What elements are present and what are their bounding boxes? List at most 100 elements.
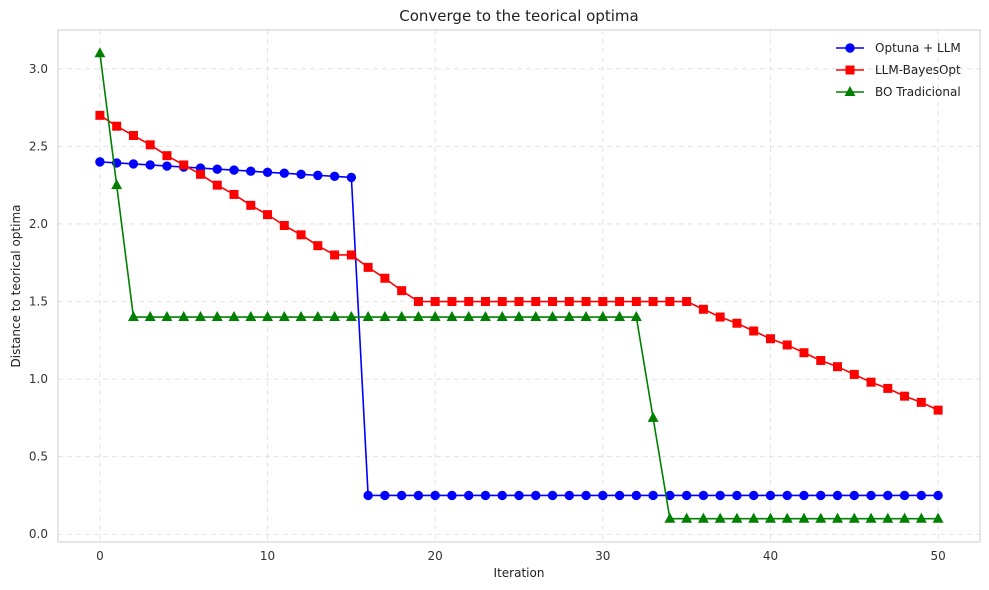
- series-layer: [94, 47, 944, 523]
- data-point: [731, 512, 743, 523]
- data-point: [899, 490, 910, 501]
- data-point: [933, 405, 943, 415]
- y-tick-label: 0.0: [29, 527, 48, 541]
- data-point: [195, 169, 205, 179]
- data-point: [698, 490, 709, 501]
- data-point: [446, 310, 458, 322]
- data-point: [799, 348, 809, 358]
- data-point: [816, 355, 826, 365]
- data-point: [313, 170, 323, 181]
- data-point: [765, 512, 776, 523]
- data-point: [547, 490, 558, 501]
- data-point: [128, 131, 138, 141]
- data-point: [329, 310, 341, 322]
- x-tick-label: 30: [595, 549, 610, 563]
- legend-label: BO Tradicional: [875, 85, 961, 99]
- data-point: [95, 110, 105, 120]
- data-point: [732, 318, 742, 328]
- data-point: [346, 172, 357, 183]
- data-point: [195, 310, 206, 322]
- data-point: [682, 297, 692, 307]
- data-point: [463, 310, 475, 322]
- data-point: [781, 512, 793, 523]
- data-point: [615, 297, 625, 307]
- data-point: [581, 297, 591, 307]
- series-llm-bayesopt: [95, 110, 943, 415]
- data-point: [112, 121, 122, 131]
- data-point: [514, 297, 524, 307]
- data-point: [296, 230, 306, 240]
- data-point: [212, 164, 222, 174]
- data-point: [531, 297, 541, 307]
- plot-frame: [57, 29, 981, 543]
- x-tick-label: 10: [260, 549, 275, 563]
- data-point: [363, 490, 373, 501]
- data-point: [581, 490, 591, 501]
- data-point: [932, 512, 944, 523]
- data-point: [245, 310, 257, 322]
- data-point: [447, 490, 457, 501]
- plot-area: [58, 30, 980, 542]
- data-point: [883, 490, 893, 501]
- data-point: [798, 512, 810, 523]
- data-point: [765, 490, 776, 501]
- data-point: [598, 297, 608, 307]
- data-point: [246, 200, 256, 210]
- data-point: [748, 512, 760, 523]
- data-point: [648, 490, 658, 501]
- data-point: [480, 490, 491, 501]
- data-point: [413, 490, 424, 501]
- data-point: [346, 250, 356, 260]
- data-point: [430, 297, 440, 307]
- data-point: [497, 490, 507, 501]
- data-point: [714, 512, 726, 523]
- data-point: [816, 490, 826, 501]
- data-point: [144, 310, 156, 322]
- data-point: [179, 160, 189, 170]
- data-point: [664, 512, 676, 523]
- data-point: [412, 310, 424, 322]
- data-point: [329, 171, 340, 182]
- data-point: [614, 490, 625, 501]
- x-tick-label: 40: [763, 549, 778, 563]
- data-point: [362, 310, 374, 322]
- legend-marker: [845, 65, 855, 75]
- data-point: [429, 310, 441, 322]
- data-point: [212, 180, 222, 190]
- data-point: [631, 490, 642, 501]
- data-point: [832, 490, 843, 501]
- y-tick-label: 0.5: [29, 450, 48, 464]
- data-point: [330, 250, 340, 260]
- legend-marker: [844, 85, 856, 96]
- data-point: [413, 297, 423, 307]
- data-point: [665, 297, 675, 307]
- data-point: [598, 490, 608, 501]
- data-point: [732, 490, 742, 501]
- data-point: [547, 310, 558, 322]
- data-point: [396, 490, 407, 501]
- x-tick-label: 50: [930, 549, 945, 563]
- data-point: [161, 310, 173, 322]
- data-point: [531, 490, 541, 501]
- data-point: [111, 179, 123, 190]
- data-point: [262, 310, 273, 322]
- data-point: [145, 160, 155, 170]
- data-point: [900, 391, 910, 401]
- data-point: [681, 490, 692, 501]
- data-point: [765, 334, 775, 344]
- data-point: [832, 512, 843, 523]
- data-point: [815, 512, 827, 523]
- data-point: [916, 397, 926, 407]
- data-point: [480, 297, 490, 307]
- data-point: [865, 512, 877, 523]
- legend-label: LLM-BayesOpt: [875, 63, 961, 77]
- data-point: [580, 310, 592, 322]
- data-point: [128, 159, 139, 169]
- data-point: [548, 297, 558, 307]
- data-point: [379, 310, 391, 322]
- data-point: [162, 161, 172, 171]
- data-point: [480, 310, 491, 322]
- y-tick-label: 2.5: [29, 139, 48, 153]
- x-axis-ticks: 0 10 20 30 40 50: [96, 549, 946, 563]
- data-point: [530, 310, 542, 322]
